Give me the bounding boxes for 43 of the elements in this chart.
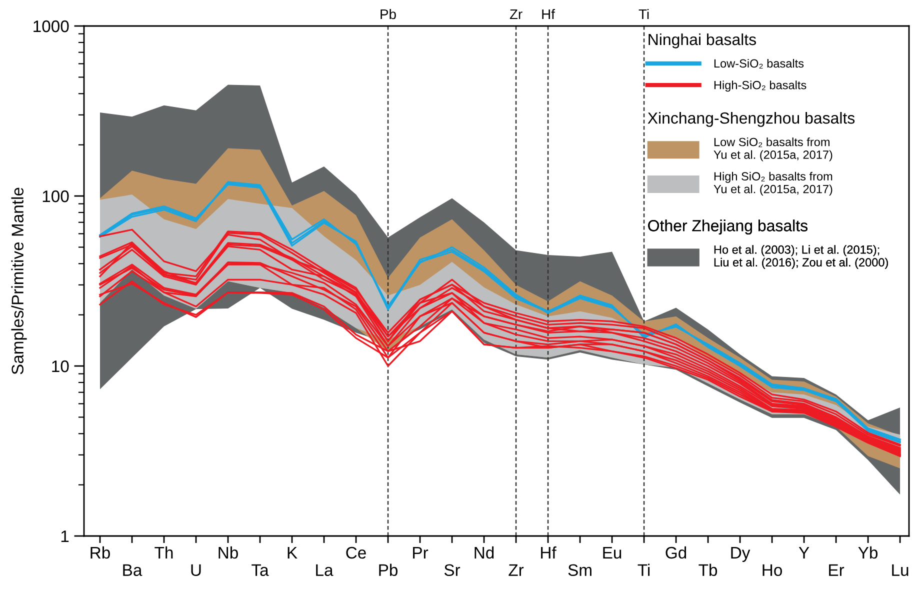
x-tick-label: Ho: [762, 564, 782, 576]
legend-label: High-SiO₂ basalts: [714, 80, 806, 92]
x-tick-label: Ba: [123, 564, 142, 576]
annotation: Xinchang-Shengzhou basalts: [648, 112, 855, 127]
legend-label: Low-SiO₂ basalts: [714, 58, 804, 69]
x-tick-label: La: [316, 564, 334, 576]
x-tick-label: Ta: [252, 564, 269, 576]
ref-line-label: Pb: [380, 8, 396, 20]
annotation: Ninghai basalts: [648, 33, 756, 48]
y-tick-label: 1000: [34, 20, 69, 32]
x-tick-label: Lu: [892, 564, 908, 576]
x-tick-label: Pr: [413, 547, 428, 558]
x-tick-label: Rb: [90, 546, 110, 559]
x-tick-label: Th: [154, 546, 173, 558]
x-tick-label: Eu: [603, 547, 622, 559]
legend-label: Low SiO₂ basalts from Yu et al. (2015a, 2017): [714, 138, 832, 162]
x-tick-label: Sr: [444, 564, 460, 576]
legend-label: High SiO₂ basalts from Yu et al. (2015a, 2017): [714, 172, 832, 196]
y-tick-label: 10: [52, 360, 69, 372]
x-tick-label: Pb: [379, 564, 398, 576]
ref-line-label: Ti: [638, 8, 649, 20]
x-tick-label: K: [288, 547, 298, 558]
ref-line-label: Hf: [542, 8, 555, 20]
x-tick-label: Gd: [666, 546, 686, 559]
y-axis-title: Samples/Primitive Mantle: [11, 188, 27, 374]
y-tick-label: 100: [42, 190, 69, 202]
x-tick-label: Y: [798, 547, 810, 558]
annotation: Other Zhejiang basalts: [648, 220, 808, 234]
x-tick-label: Ce: [346, 546, 366, 559]
x-tick-label: Nb: [218, 546, 238, 559]
legend-label: Ho et al. (2003); Li et al. (2015); Liu et al. (2016); Zou et al. (2000): [714, 245, 888, 269]
x-tick-label: Dy: [731, 547, 750, 562]
y-tick-label: 1: [61, 530, 69, 542]
x-tick-label: Sm: [568, 564, 592, 576]
x-tick-label: U: [191, 564, 201, 576]
x-tick-label: Hf: [541, 546, 556, 558]
ref-line-label: Zr: [510, 9, 522, 20]
x-tick-label: Zr: [508, 564, 524, 576]
x-tick-label: Tb: [698, 564, 718, 576]
x-tick-label: Yb: [858, 546, 878, 559]
x-tick-label: Er: [829, 564, 844, 576]
x-tick-label: Ti: [638, 564, 650, 576]
x-tick-label: Nd: [474, 546, 494, 559]
